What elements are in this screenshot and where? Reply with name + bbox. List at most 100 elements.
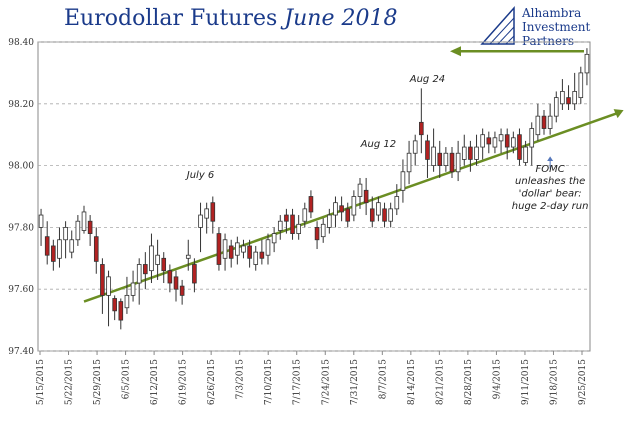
candle-body	[143, 264, 148, 275]
candle-body	[480, 134, 485, 148]
candle-body	[468, 146, 473, 160]
candle-body	[553, 97, 559, 117]
chart-annotation: huge 2-day run	[512, 201, 589, 212]
candle-body	[541, 115, 547, 129]
x-tick-label: 6/5/2015	[122, 359, 132, 400]
candle-body	[584, 53, 590, 74]
candle-body	[38, 214, 44, 228]
candle-body	[75, 220, 81, 241]
candle-body	[136, 264, 142, 284]
x-tick-label: 5/22/2015	[65, 359, 75, 405]
x-tick-label: 8/14/2015	[407, 359, 417, 405]
x-tick-label: 5/29/2015	[93, 359, 103, 405]
y-tick-label: 98.20	[8, 100, 34, 110]
top-arrow-head	[450, 46, 461, 57]
candle-body	[486, 137, 492, 145]
candle-body	[87, 220, 93, 234]
candle-body	[419, 121, 424, 136]
candle-body	[259, 251, 265, 259]
candle-body	[504, 134, 510, 148]
candle-body	[100, 264, 105, 296]
fomc-pointer-head	[547, 156, 554, 161]
candle-body	[461, 146, 467, 160]
candle-body	[228, 245, 234, 259]
candle-body	[216, 233, 222, 265]
company-logo: Alhambra Investment Partners	[478, 4, 628, 50]
x-tick-label: 7/10/2015	[264, 359, 274, 405]
candle-body	[51, 245, 56, 262]
candle-body	[394, 196, 400, 210]
candle-body	[339, 205, 344, 213]
candle-body	[535, 115, 541, 136]
candle-body	[290, 214, 295, 234]
candle-body	[443, 152, 449, 167]
candle-body	[412, 140, 418, 154]
candle-body	[69, 239, 75, 253]
x-tick-label: 9/11/2015	[521, 359, 531, 405]
candle-body	[511, 137, 516, 148]
candle-body	[560, 91, 565, 105]
candle-body	[247, 245, 252, 259]
x-tick-label: 7/24/2015	[321, 359, 331, 405]
candle-body	[431, 146, 436, 166]
candle-body	[302, 208, 308, 222]
candle-body	[578, 72, 584, 99]
candle-body	[124, 294, 130, 309]
candle-body	[192, 264, 197, 284]
x-tick-label: 7/17/2015	[293, 359, 303, 405]
candle-body	[308, 196, 314, 213]
x-tick-label: 6/26/2015	[207, 359, 217, 405]
y-tick-label: 98.40	[8, 38, 34, 48]
candle-body	[253, 251, 259, 265]
chart-annotation: FOMC	[536, 164, 565, 175]
candle-body	[382, 208, 387, 222]
title-main: Eurodollar Futures	[64, 6, 278, 31]
x-tick-label: 5/15/2015	[36, 359, 46, 405]
candle-body	[173, 276, 179, 290]
candle-body	[284, 214, 289, 222]
chart-annotation: 'dollar' bear:	[519, 189, 582, 200]
candle-body	[210, 202, 216, 222]
x-tick-label: 9/25/2015	[578, 359, 588, 405]
x-tick-label: 8/21/2015	[435, 359, 445, 405]
candle-body	[400, 171, 406, 191]
candle-body	[271, 233, 277, 244]
candle-body	[241, 245, 246, 253]
candle-body	[198, 214, 203, 228]
candle-body	[498, 134, 504, 142]
candle-body	[529, 128, 535, 148]
chart-annotation: Aug 12	[360, 139, 396, 150]
candle-body	[437, 152, 443, 167]
title-italic: June 2018	[284, 6, 398, 31]
candle-body	[363, 189, 369, 204]
candle-body	[376, 202, 381, 216]
logo-line-2: Investment	[522, 20, 591, 34]
candle-body	[327, 214, 332, 228]
candle-body	[118, 301, 124, 321]
candle-body	[130, 282, 136, 296]
candle-body	[314, 226, 320, 241]
candle-body	[112, 298, 117, 312]
candle-body	[235, 242, 240, 256]
candle-body	[455, 152, 461, 173]
candle-body	[523, 146, 528, 163]
candle-body	[63, 226, 68, 241]
x-tick-label: 8/28/2015	[464, 359, 474, 405]
candle-body	[425, 140, 430, 160]
candle-body	[161, 257, 167, 272]
candle-body	[357, 183, 363, 197]
y-tick-label: 97.80	[8, 223, 34, 233]
candle-body	[149, 245, 154, 272]
logo-mark-icon	[480, 6, 515, 45]
chart-annotation: Aug 24	[409, 74, 445, 85]
chart-annotation: unleashes the	[515, 176, 585, 187]
x-tick-label: 6/12/2015	[150, 359, 160, 405]
logo-line-3: Partners	[522, 34, 574, 48]
x-tick-label: 7/31/2015	[350, 359, 360, 405]
y-tick-label: 98.00	[8, 162, 34, 172]
x-tick-label: 8/7/2015	[378, 359, 388, 400]
candle-body	[345, 208, 351, 222]
candle-body	[179, 285, 185, 296]
candle-body	[566, 97, 571, 105]
